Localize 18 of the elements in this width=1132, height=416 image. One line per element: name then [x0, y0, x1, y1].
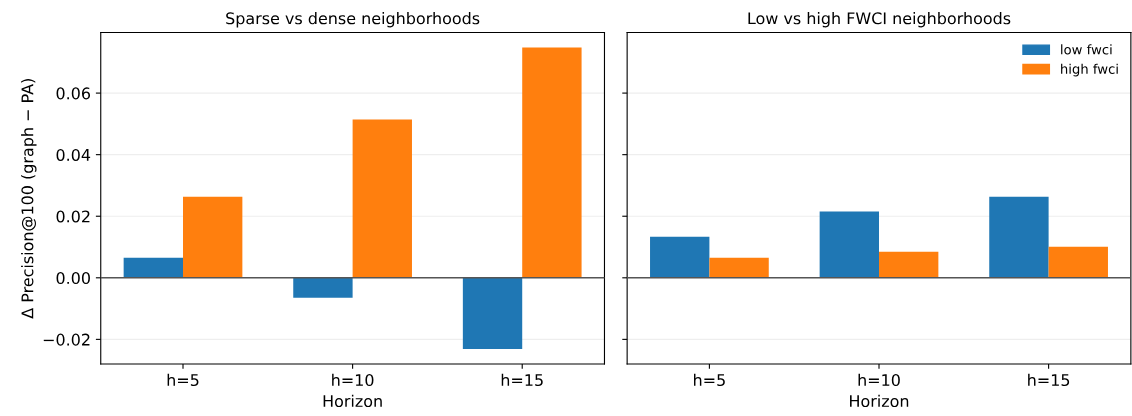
x-tick-label: h=10	[332, 373, 374, 387]
x-tick-label: h=15	[1028, 373, 1070, 387]
chart-title: Low vs high FWCI neighborhoods	[748, 11, 1011, 28]
y-tick-label: 0.00	[56, 272, 90, 285]
x-axis-title: Horizon	[850, 394, 909, 408]
y-tick-label: −0.02	[43, 333, 90, 346]
x-tick-label: h=5	[694, 373, 725, 387]
y-axis-title: Δ Precision@100 (graph − PA)	[21, 79, 37, 319]
legend-label: low fwci	[1061, 44, 1112, 55]
x-axis-title: Horizon	[323, 394, 382, 408]
y-tick-label: 0.04	[56, 148, 91, 161]
x-tick-label: h=15	[501, 373, 543, 387]
x-tick-label: h=5	[167, 373, 199, 387]
chart-title: Sparse vs dense neighborhoods	[226, 11, 480, 28]
y-tick-label: 0.06	[56, 87, 91, 100]
legend-label: high fwci	[1061, 63, 1118, 77]
x-tick-label: h=10	[858, 373, 900, 387]
y-tick-label: 0.02	[56, 210, 90, 223]
